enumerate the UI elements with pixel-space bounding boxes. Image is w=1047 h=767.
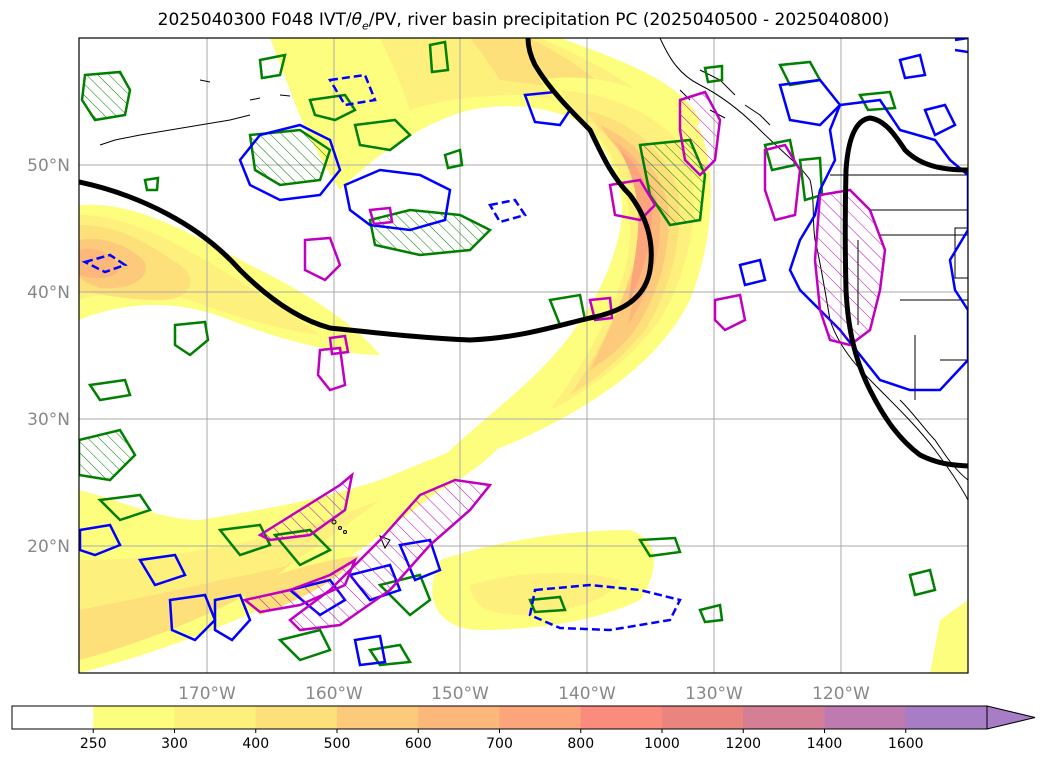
- theta-subscript: e: [362, 19, 369, 33]
- lon-label: 140°W: [558, 684, 616, 704]
- magenta-contours: [242, 90, 887, 632]
- colorbar-segment: [418, 706, 500, 729]
- colorbar-tick-label: 250: [80, 736, 107, 752]
- lat-label: 50°N: [27, 156, 70, 176]
- colorbar-tick-label: 400: [242, 736, 269, 752]
- green-contours: [79, 40, 937, 667]
- lon-label: 130°W: [685, 684, 743, 704]
- lat-label: 20°N: [27, 537, 70, 557]
- jet-contour: [79, 38, 968, 469]
- colorbar-tick-label: 1600: [888, 736, 924, 752]
- colorbar-tick-label: 600: [405, 736, 432, 752]
- map-content: [79, 38, 968, 673]
- colorbar-segment: [12, 706, 94, 729]
- title-text-suffix: /PV, river basin precipitation PC (20250…: [368, 10, 890, 30]
- colorbar-segment: [743, 706, 825, 729]
- colorbar-segment: [905, 706, 988, 729]
- colorbar-segment: [499, 706, 582, 729]
- colorbar-segment: [93, 706, 175, 729]
- lon-label: 160°W: [305, 684, 363, 704]
- theta-symbol: θ: [351, 10, 362, 30]
- colorbar-segment: [255, 706, 338, 729]
- map-frame: [78, 37, 969, 674]
- colorbar-extend-arrow: [986, 705, 1036, 730]
- colorbar: 250 300 400 500 600 700 800 1000 1200 1400 1600: [11, 705, 1036, 752]
- lat-label: 30°N: [27, 410, 70, 430]
- title-text: 2025040300 F048 IVT/: [157, 10, 352, 30]
- colorbar-tick-label: 1200: [725, 736, 761, 752]
- colorbar-tick-label: 800: [567, 736, 594, 752]
- colorbar-segment: [824, 706, 907, 729]
- colorbar-segment: [580, 706, 663, 729]
- lat-label: 40°N: [27, 283, 70, 303]
- lon-label: 170°W: [178, 684, 236, 704]
- colorbar-segment: [174, 706, 257, 729]
- map-title: 2025040300 F048 IVT/θe/PV, river basin p…: [0, 10, 1047, 32]
- lon-label: 150°W: [431, 684, 489, 704]
- latitude-labels: 50°N 40°N 30°N 20°N: [27, 156, 70, 557]
- colorbar-segment: [662, 706, 744, 729]
- colorbar-segment: [337, 706, 419, 729]
- longitude-labels: 170°W 160°W 150°W 140°W 130°W 120°W: [178, 684, 870, 704]
- colorbar-tick-label: 700: [486, 736, 513, 752]
- colorbar-tick-label: 1400: [807, 736, 843, 752]
- colorbar-tick-label: 1000: [644, 736, 680, 752]
- colorbar-tick-label: 300: [161, 736, 188, 752]
- lon-label: 120°W: [812, 684, 870, 704]
- colorbar-tick-label: 500: [324, 736, 351, 752]
